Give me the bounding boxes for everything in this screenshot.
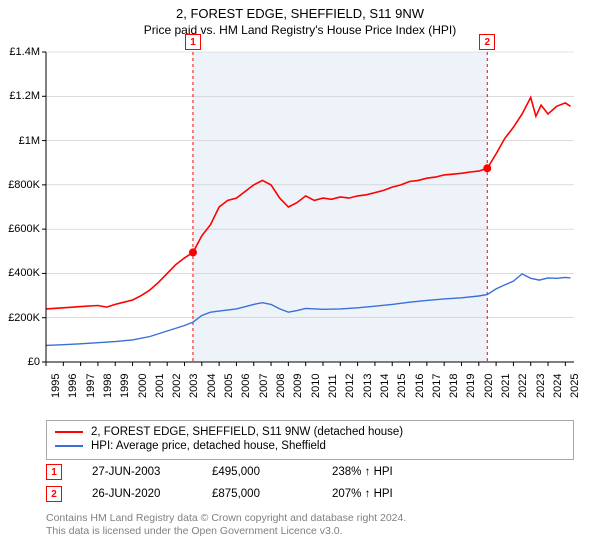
event-date: 27-JUN-2003 xyxy=(92,466,182,478)
x-tick-label: 2002 xyxy=(171,374,183,398)
event-marker-badge: 2 xyxy=(46,486,62,502)
x-tick-label: 2023 xyxy=(535,374,547,398)
x-tick-label: 2024 xyxy=(552,374,564,398)
legend-item: HPI: Average price, detached house, Shef… xyxy=(55,439,565,453)
x-tick-label: 1998 xyxy=(102,374,114,398)
legend-label: 2, FOREST EDGE, SHEFFIELD, S11 9NW (deta… xyxy=(91,426,403,438)
x-tick-label: 2013 xyxy=(362,374,374,398)
x-tick-label: 2010 xyxy=(310,374,322,398)
y-tick-label: £1M xyxy=(0,135,40,147)
page-title: 2, FOREST EDGE, SHEFFIELD, S11 9NW xyxy=(0,0,600,21)
y-tick-label: £1.2M xyxy=(0,90,40,102)
event-row: 2 26-JUN-2020 £875,000 207% HPI xyxy=(46,484,574,506)
y-tick-label: £600K xyxy=(0,223,40,235)
chart-event-marker: 1 xyxy=(185,34,201,50)
x-tick-label: 2003 xyxy=(188,374,200,398)
footer: Contains HM Land Registry data © Crown c… xyxy=(46,512,574,538)
x-tick-label: 2020 xyxy=(483,374,495,398)
arrow-up-icon xyxy=(365,488,371,500)
chart xyxy=(46,52,574,362)
x-tick-label: 2001 xyxy=(154,374,166,398)
x-tick-label: 2025 xyxy=(569,374,581,398)
x-tick-label: 2004 xyxy=(206,374,218,398)
chart-svg xyxy=(46,52,574,362)
x-tick-label: 2018 xyxy=(448,374,460,398)
x-tick-label: 2014 xyxy=(379,374,391,398)
x-tick-label: 2012 xyxy=(344,374,356,398)
x-tick-label: 2011 xyxy=(327,374,339,398)
x-tick-label: 1999 xyxy=(119,374,131,398)
footer-line: Contains HM Land Registry data © Crown c… xyxy=(46,512,574,525)
legend-swatch xyxy=(55,431,83,433)
x-tick-label: 2009 xyxy=(292,374,304,398)
y-tick-label: £800K xyxy=(0,179,40,191)
y-tick-label: £0 xyxy=(0,356,40,368)
x-tick-label: 1996 xyxy=(67,374,79,398)
x-tick-label: 2006 xyxy=(240,374,252,398)
chart-event-marker: 2 xyxy=(479,34,495,50)
x-tick-label: 2000 xyxy=(137,374,149,398)
events-table: 1 27-JUN-2003 £495,000 238% HPI 2 26-JUN… xyxy=(46,462,574,506)
x-tick-label: 2008 xyxy=(275,374,287,398)
x-tick-label: 2017 xyxy=(431,374,443,398)
x-tick-label: 2005 xyxy=(223,374,235,398)
event-marker-badge: 1 xyxy=(46,464,62,480)
y-tick-label: £1.4M xyxy=(0,46,40,58)
event-date: 26-JUN-2020 xyxy=(92,488,182,500)
x-tick-label: 2016 xyxy=(414,374,426,398)
x-tick-label: 2022 xyxy=(517,374,529,398)
event-price: £495,000 xyxy=(212,466,302,478)
x-tick-label: 1997 xyxy=(85,374,97,398)
legend-label: HPI: Average price, detached house, Shef… xyxy=(91,440,326,452)
event-row: 1 27-JUN-2003 £495,000 238% HPI xyxy=(46,462,574,484)
x-tick-label: 2015 xyxy=(396,374,408,398)
page-subtitle: Price paid vs. HM Land Registry's House … xyxy=(0,21,600,41)
x-tick-label: 1995 xyxy=(50,374,62,398)
legend-item: 2, FOREST EDGE, SHEFFIELD, S11 9NW (deta… xyxy=(55,425,565,439)
y-tick-label: £400K xyxy=(0,267,40,279)
legend-swatch xyxy=(55,445,83,447)
y-tick-label: £200K xyxy=(0,312,40,324)
event-delta: 238% HPI xyxy=(332,466,422,478)
event-delta: 207% HPI xyxy=(332,488,422,500)
arrow-up-icon xyxy=(365,466,371,478)
footer-line: This data is licensed under the Open Gov… xyxy=(46,525,574,538)
event-price: £875,000 xyxy=(212,488,302,500)
legend: 2, FOREST EDGE, SHEFFIELD, S11 9NW (deta… xyxy=(46,420,574,460)
x-tick-label: 2007 xyxy=(258,374,270,398)
x-tick-label: 2021 xyxy=(500,374,512,398)
x-tick-label: 2019 xyxy=(465,374,477,398)
